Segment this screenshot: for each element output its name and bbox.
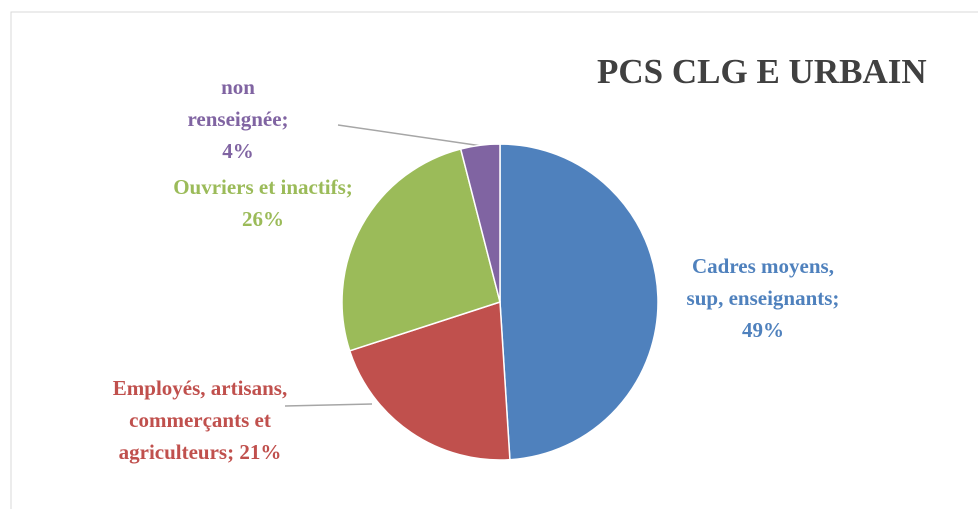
slices [341, 143, 659, 461]
data-label: Ouvriers et inactifs; 26% [173, 175, 353, 231]
pie-slice [348, 300, 511, 461]
data-label: non renseignée; 4% [187, 75, 289, 163]
chart-title: PCS CLG E URBAIN [597, 52, 927, 91]
chart-border [10, 11, 978, 509]
data-label: Cadres moyens, sup, enseignants; 49% [686, 254, 840, 342]
pie-slice [499, 143, 659, 461]
leader-line [284, 403, 373, 407]
pie-slice [459, 143, 501, 303]
leader-line [337, 124, 483, 147]
data-label: Employés, artisans, commerçants et agric… [112, 376, 288, 464]
pie-slice [341, 148, 501, 352]
